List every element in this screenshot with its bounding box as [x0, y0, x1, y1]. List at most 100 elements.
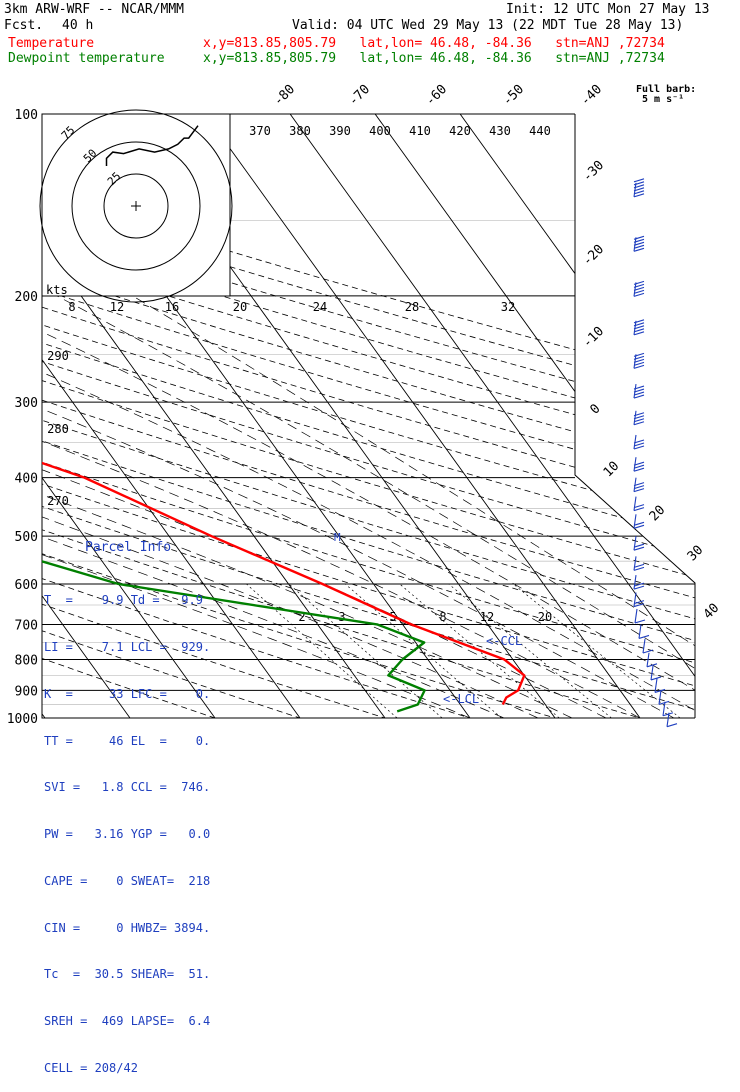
pressure-label: 1000: [7, 712, 38, 727]
wind-barb: [651, 666, 661, 680]
wind-barb: [639, 624, 649, 638]
parcel-row: Tc = 30.5 SHEAR= 51.: [44, 967, 230, 983]
wetbulb-label: 16: [165, 300, 179, 314]
parcel-info-table: T = 9.9 Td = 9.9 LI = 7.1 LCL = 929. K =…: [44, 562, 230, 754]
parcel-row: CELL = 208/42: [44, 1061, 230, 1077]
wind-barb-flag: [634, 443, 644, 446]
wetbulb-label: 20: [233, 300, 247, 314]
pressure-label: 800: [15, 653, 38, 668]
wind-barb-shaft: [634, 497, 636, 511]
wind-barb-flag: [634, 505, 644, 508]
wind-barb: [634, 478, 644, 492]
barb-legend-unit: 5 m s⁻¹: [642, 94, 684, 105]
wind-barb: [634, 556, 644, 570]
mixing-ratio-label: 8: [439, 610, 446, 624]
wind-barb-flag: [634, 446, 644, 449]
wind-barb-flag: [634, 329, 644, 332]
parcel-row: T = 9.9 Td = 9.9: [44, 593, 230, 609]
theta-label: 400: [369, 124, 391, 138]
wind-barb-flag: [634, 522, 644, 525]
theta-label: 390: [329, 124, 351, 138]
wind-barb-flag: [634, 544, 644, 547]
parcel-row: SREH = 469 LAPSE= 6.4: [44, 1014, 230, 1030]
wind-barb: [634, 593, 644, 607]
theta-label: 430: [489, 124, 511, 138]
wind-barb-shaft: [634, 575, 636, 589]
pressure-label: 700: [15, 618, 38, 633]
isotherm-label: -10: [580, 324, 607, 351]
parcel-row: PW = 3.16 YGP = 0.0: [44, 827, 230, 843]
wind-barb-flag: [634, 191, 644, 194]
wetbulb-label: 32: [501, 300, 515, 314]
mixing-ratio-label: 20: [538, 610, 552, 624]
wind-barb-shaft: [635, 609, 637, 623]
wind-barb-shaft: [639, 624, 641, 638]
wind-barb: [634, 384, 644, 398]
wetbulb-label: 12: [110, 300, 124, 314]
parcel-row: TT = 46 EL = 0.: [44, 734, 230, 750]
wind-barb-flag: [634, 508, 644, 511]
isotherm-label: -80: [271, 82, 298, 109]
mixing-ratio-label: 3: [338, 610, 345, 624]
wind-barb: [634, 236, 644, 251]
wind-barb: [634, 320, 644, 335]
wind-barb-flag: [667, 724, 677, 727]
wind-barb-flag: [639, 635, 649, 638]
isotherm-label: -30: [580, 158, 607, 185]
isotherm-label: 0: [587, 401, 603, 417]
parcel-row: K = 33 LFC = 0.: [44, 687, 230, 703]
isotherm-label: -50: [500, 82, 527, 109]
wind-barb-flag: [634, 365, 644, 368]
pressure-label: 400: [15, 472, 38, 487]
wind-barb-flag: [634, 547, 644, 550]
pressure-label: 300: [15, 396, 38, 411]
wind-barb-flag: [634, 194, 644, 197]
wind-barb-flag: [634, 293, 644, 296]
wind-barb-flag: [634, 395, 644, 398]
hodograph-kts-label: kts: [46, 283, 68, 297]
theta-label: 380: [289, 124, 311, 138]
m-marker: M: [334, 531, 341, 544]
parcel-row: LI = 7.1 LCL = 929.: [44, 640, 230, 656]
theta-label: 440: [529, 124, 551, 138]
parcel-row: CIN = 0 HWBZ= 3894.: [44, 921, 230, 937]
wind-barb-flag: [634, 290, 644, 293]
wind-barb-shaft: [634, 536, 636, 550]
isotherm-label: 40: [701, 601, 723, 623]
wind-barb-shaft: [634, 593, 636, 607]
mixing-ratio-line: [246, 584, 397, 718]
theta-label: 410: [409, 124, 431, 138]
parcel-row: CAPE = 0 SWEAT= 218: [44, 874, 230, 890]
wind-barb: [643, 639, 653, 653]
wind-barb: [634, 179, 644, 197]
mixing-ratio-label: 12: [480, 610, 494, 624]
wetbulb-label: 24: [313, 300, 327, 314]
wind-barb-flag: [634, 486, 644, 489]
wind-barb-shaft: [663, 702, 665, 716]
pressure-label: 200: [15, 290, 38, 305]
wind-barb: [634, 457, 644, 471]
wind-barb-flag: [634, 419, 644, 422]
wind-barb-flag: [634, 465, 644, 468]
wind-barb-flag: [634, 586, 644, 589]
wind-barb-flag: [634, 564, 644, 567]
wind-barb: [634, 497, 644, 511]
isotherm-label: 20: [647, 503, 669, 525]
isotherm-label: 30: [685, 543, 707, 565]
wind-barb-flag: [659, 701, 669, 704]
isotherm-label: -70: [346, 82, 373, 109]
isotherm: [194, 0, 725, 718]
wind-barb-flag: [634, 362, 644, 365]
isotherm-label: -60: [423, 82, 450, 109]
wind-barb-flag: [634, 422, 644, 425]
wind-barb: [634, 411, 644, 425]
wind-barb-flag: [634, 567, 644, 570]
wind-barb-flag: [643, 650, 653, 653]
wind-barb: [634, 353, 644, 368]
wind-barb: [634, 514, 644, 528]
wind-barb-flag: [634, 525, 644, 528]
dry-adiabat-label: 290: [47, 349, 69, 363]
dry-adiabat-label: 270: [47, 494, 69, 508]
wind-barb-flag: [635, 620, 645, 623]
parcel-row: SVI = 1.8 CCL = 746.: [44, 780, 230, 796]
